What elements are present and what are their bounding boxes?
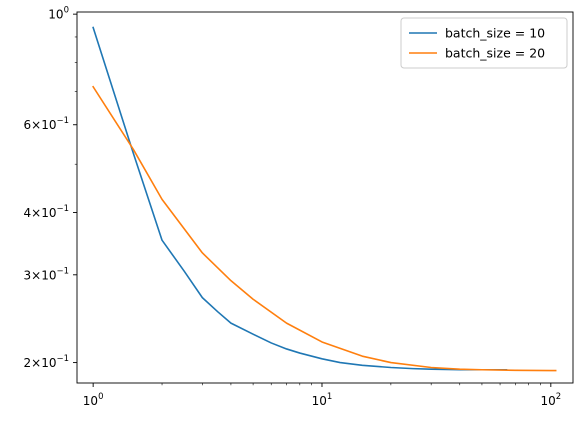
series-line-2 bbox=[92, 85, 557, 372]
legend-label-2: batch_size = 20 bbox=[445, 46, 545, 61]
legend-label-1: batch_size = 10 bbox=[445, 26, 545, 41]
legend: batch_size = 10 batch_size = 20 bbox=[400, 17, 568, 69]
y-tick-label: 3×10−1 bbox=[23, 266, 69, 282]
plot-frame bbox=[76, 11, 574, 384]
series-layer bbox=[92, 26, 557, 372]
y-tick-label: 6×10−1 bbox=[23, 116, 69, 132]
legend-box bbox=[400, 17, 568, 69]
y-tick-label: 2×10−1 bbox=[23, 354, 69, 370]
x-tick-label: 100 bbox=[83, 392, 104, 408]
x-tick-label: 102 bbox=[540, 392, 561, 408]
series-line-1 bbox=[92, 26, 508, 371]
axes-layer: 100 101 102 2×10−1 3×10−1 4×10−1 6×10−1 100 bbox=[23, 6, 574, 408]
y-tick-label: 4×10−1 bbox=[23, 204, 69, 220]
x-tick-label: 101 bbox=[312, 392, 333, 408]
y-tick-label: 100 bbox=[48, 6, 69, 22]
